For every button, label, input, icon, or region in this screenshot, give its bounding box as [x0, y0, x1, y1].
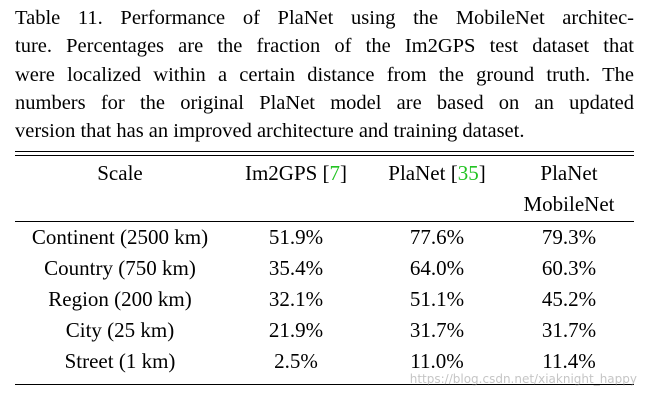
header-text: PlaNet	[540, 161, 598, 185]
table-cell: 11.0%	[410, 349, 464, 373]
header-text: MobileNet	[523, 192, 615, 216]
table-cell: 35.4%	[268, 256, 324, 280]
caption-line: ture. Percentages are the fraction of th…	[15, 35, 634, 58]
header-cell: Im2GPS [7]	[245, 159, 347, 187]
table-cell: 32.1%	[268, 287, 324, 311]
top-rule	[15, 155, 634, 157]
table-cell: 51.9%	[268, 225, 324, 249]
row-label: Country (750 km)	[44, 256, 196, 280]
caption-line: numbers for the original PlaNet model ar…	[15, 91, 634, 114]
table-cell: 21.9%	[268, 318, 324, 342]
table-cell: 60.3%	[541, 256, 597, 280]
row-label: Continent (2500 km)	[31, 225, 209, 249]
header-text: Im2GPS [	[244, 161, 330, 185]
table-cell: 79.3%	[541, 225, 597, 249]
table-cell: 11.4%	[542, 349, 596, 373]
table-cell: 31.7%	[541, 318, 597, 342]
header-text: ]	[478, 161, 486, 185]
top-rule	[15, 151, 634, 153]
row-label: City (25 km)	[65, 318, 175, 342]
caption-line: version that has an improved architectur…	[15, 120, 525, 143]
bottom-rule	[15, 384, 634, 386]
table-cell: 77.6%	[409, 225, 465, 249]
header-cell: PlaNet	[540, 159, 597, 187]
citation: 35	[457, 161, 479, 185]
table-cell: 31.7%	[409, 318, 465, 342]
table-cell: 64.0%	[409, 256, 465, 280]
caption-line: Table 11. Performance of PlaNet using th…	[15, 7, 634, 29]
header-cell: PlaNet [35]	[388, 159, 485, 187]
caption-line: were localized within a certain distance…	[15, 63, 634, 86]
header-text: Scale	[97, 161, 143, 185]
header-text: ]	[340, 161, 348, 185]
header-cell: Scale	[97, 159, 142, 187]
table-cell: 2.5%	[274, 349, 318, 373]
header-text: PlaNet [	[388, 161, 458, 185]
row-label: Region (200 km)	[48, 287, 192, 311]
table-cell: 45.2%	[541, 287, 597, 311]
watermark: https://blog.csdn.net/xiaknight_happy	[409, 372, 637, 386]
row-label: Street (1 km)	[64, 349, 176, 373]
header-cell: MobileNet	[524, 190, 615, 218]
mid-rule	[15, 221, 634, 222]
citation: 7	[329, 161, 341, 185]
table-cell: 51.1%	[409, 287, 465, 311]
